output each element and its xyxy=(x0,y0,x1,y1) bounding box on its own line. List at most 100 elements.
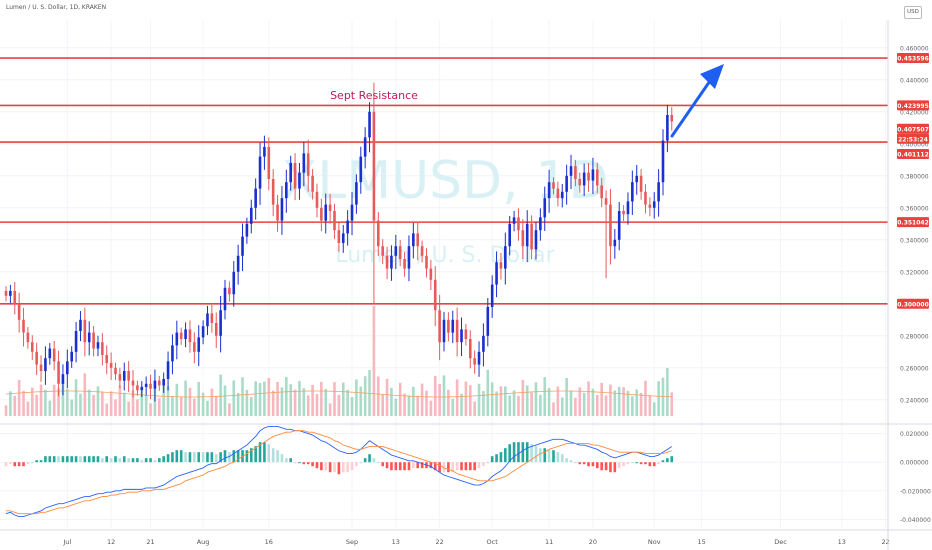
macd-histogram-bar xyxy=(245,450,249,463)
candle-body xyxy=(490,284,494,307)
candle-body xyxy=(670,115,674,122)
volume-bar xyxy=(429,400,433,416)
macd-histogram-bar xyxy=(158,458,161,463)
volume-bar xyxy=(228,403,231,416)
macd-histogram-bar xyxy=(490,456,494,463)
macd-line xyxy=(5,425,673,518)
candle-body xyxy=(140,387,144,391)
volume-bar xyxy=(350,397,354,416)
volume-bar xyxy=(582,392,586,416)
macd-histogram-bar xyxy=(149,458,152,463)
macd-histogram-bar xyxy=(57,456,60,463)
candle-body xyxy=(644,191,647,205)
macd-histogram-bar xyxy=(412,462,415,469)
horizontal-levels[interactable] xyxy=(0,57,888,305)
volume-bar xyxy=(420,383,424,416)
macd-histogram-bar xyxy=(530,444,533,463)
time-tick-label: Jul xyxy=(62,538,71,546)
macd-histogram-bar xyxy=(271,448,275,463)
candle-body xyxy=(517,217,520,231)
volume-bar xyxy=(66,388,69,416)
macd-histogram-bar xyxy=(298,462,301,464)
volume-bar xyxy=(184,380,187,416)
macd-histogram-bar xyxy=(398,462,402,471)
volume-bar xyxy=(302,388,306,416)
volume-bar xyxy=(236,393,240,416)
candle-body xyxy=(543,198,547,218)
volume-bar xyxy=(92,395,95,416)
volume-bar xyxy=(609,384,612,416)
candle-body xyxy=(302,153,306,173)
candle-body xyxy=(285,182,288,199)
macd-panel xyxy=(4,425,674,518)
candle-body xyxy=(604,198,608,205)
volume-bar xyxy=(285,377,288,416)
time-tick-label: Dec xyxy=(774,538,787,546)
volume-bar xyxy=(543,377,547,416)
volume-bar xyxy=(324,389,328,416)
volume-ma xyxy=(5,390,672,398)
volume-bar xyxy=(447,389,450,416)
candle-body xyxy=(451,319,455,333)
macd-histogram-bar xyxy=(657,462,660,465)
macd-histogram-bar xyxy=(394,462,398,471)
macd-histogram-bar xyxy=(609,462,612,473)
macd-histogram-bar xyxy=(162,456,165,463)
volume-bar xyxy=(639,393,643,416)
candle-body xyxy=(13,291,17,304)
signal-line xyxy=(6,430,672,515)
macd-histogram-bar xyxy=(517,442,520,463)
candle-body xyxy=(263,147,266,157)
volume-bar xyxy=(552,402,555,416)
symbol-watermark: XLMUSD, 1D Lumen / U. S. Dollar xyxy=(282,151,609,268)
volume-bar xyxy=(83,373,87,416)
candle-body xyxy=(530,223,533,250)
candle-body xyxy=(609,204,612,247)
currency-badge[interactable]: USD xyxy=(904,6,922,19)
volume-bar xyxy=(87,389,91,416)
arrow-head xyxy=(700,64,724,89)
macd-histogram-bar xyxy=(197,452,201,463)
macd-histogram-bar xyxy=(140,460,144,463)
up-arrow-icon xyxy=(670,64,724,138)
volume-bar xyxy=(403,393,406,416)
volume-bar xyxy=(648,395,652,416)
volume-bar xyxy=(293,389,297,416)
candle-body xyxy=(438,310,441,343)
time-tick-label: 21 xyxy=(146,538,154,546)
macd-histogram-bar xyxy=(337,462,341,475)
macd-histogram-bar xyxy=(547,450,551,463)
macd-histogram-bar xyxy=(600,462,603,471)
macd-histogram-bar xyxy=(219,452,222,463)
macd-histogram-bar xyxy=(407,462,411,471)
volume-bar xyxy=(74,379,78,416)
macd-histogram-bar xyxy=(473,462,476,471)
macd-histogram-bar xyxy=(175,450,179,463)
volume-bar xyxy=(341,382,345,416)
candle-body xyxy=(341,233,345,243)
macd-histogram-bar xyxy=(188,452,192,463)
macd-histogram-bar xyxy=(486,462,490,464)
candle-body xyxy=(508,223,511,247)
candle-body xyxy=(109,363,113,368)
macd-histogram-bar xyxy=(39,460,43,463)
macd-histogram-bar xyxy=(569,460,573,463)
volume-bar xyxy=(223,385,227,416)
candle-body xyxy=(254,188,257,208)
macd-histogram-bar xyxy=(311,462,314,467)
candle-body xyxy=(368,111,371,138)
candle-body xyxy=(127,371,130,381)
macd-histogram-bar xyxy=(442,462,446,473)
macd-histogram-bar xyxy=(644,462,647,465)
volume-bar xyxy=(219,374,222,416)
macd-histogram-bar xyxy=(122,456,126,463)
macd-histogram-bar xyxy=(626,462,630,465)
volume-bar xyxy=(635,389,639,416)
candle-body xyxy=(52,348,56,362)
macd-histogram-bar xyxy=(460,462,463,471)
volume-bar xyxy=(468,385,472,416)
macd-histogram-bar xyxy=(171,452,174,463)
macd-histogram-bar xyxy=(52,456,56,463)
candle-body xyxy=(193,342,196,352)
